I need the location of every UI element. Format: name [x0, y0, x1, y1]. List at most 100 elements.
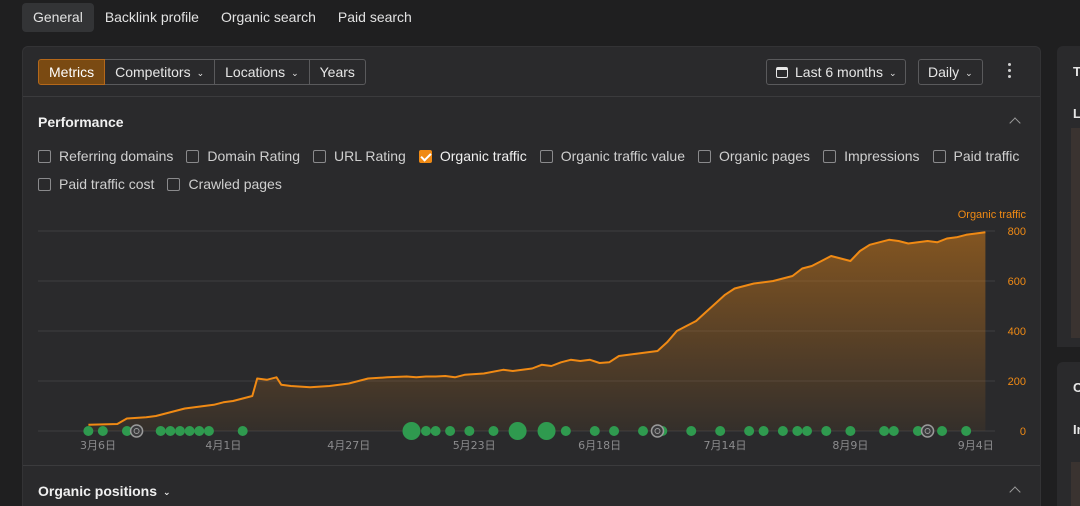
- y-tick-label: 200: [1008, 376, 1026, 388]
- annotation-marker-inner: [133, 428, 140, 434]
- checkbox-domain-rating[interactable]: Domain Rating: [186, 148, 300, 164]
- checkbox-referring-domains[interactable]: Referring domains: [38, 148, 173, 164]
- checkbox-label: Referring domains: [59, 148, 174, 164]
- chevron-down-icon: ⌄: [291, 68, 299, 78]
- chevron-down-icon: ⌄: [196, 68, 205, 78]
- event-dot: [686, 426, 697, 436]
- checkbox-label: Paid traffic: [953, 148, 1020, 164]
- tab-general[interactable]: General: [22, 3, 94, 32]
- checkbox-checked-icon[interactable]: [418, 149, 432, 163]
- x-tick-label: 8月9日: [832, 439, 868, 452]
- collapse-organic-positions-icon[interactable]: [1008, 483, 1022, 497]
- tab-paid-search[interactable]: Paid search: [337, 9, 412, 25]
- checkbox-unchecked-icon[interactable]: [38, 177, 51, 191]
- side-card-subtitle: In: [1073, 422, 1080, 437]
- y-tick-label: 0: [1020, 426, 1026, 438]
- event-dot: [589, 426, 600, 436]
- x-tick-label: 7月14日: [704, 439, 747, 452]
- event-dot: [715, 426, 726, 436]
- tab-backlink-profile[interactable]: Backlink profile: [104, 9, 199, 25]
- checkbox-crawled-pages[interactable]: Crawled pages: [167, 176, 282, 192]
- date-range-label: Last 6 months: [795, 64, 883, 80]
- event-dot: [445, 426, 456, 436]
- checkbox-organic-pages[interactable]: Organic pages: [698, 148, 810, 164]
- checkbox-organic-traffic[interactable]: Organic traffic: [418, 148, 527, 164]
- more-options-icon[interactable]: [1001, 63, 1017, 81]
- report-tabs: General Backlink profile Organic search Pai…: [22, 3, 423, 32]
- checkbox-paid-traffic-cost[interactable]: Paid traffic cost: [38, 176, 154, 192]
- event-dot: [121, 426, 132, 436]
- chevron-down-icon: ⌄: [965, 68, 973, 78]
- segment-competitors[interactable]: Competitors ⌄: [105, 59, 216, 85]
- event-dot: [912, 426, 923, 436]
- event-dot: [609, 426, 620, 436]
- checkbox-impressions[interactable]: Impressions: [823, 148, 920, 164]
- chevron-down-icon: ⌄: [163, 487, 171, 497]
- checkbox-label: URL Rating: [334, 148, 406, 164]
- side-card-top: T L: [1057, 46, 1080, 347]
- organic-positions-dropdown[interactable]: Organic positions ⌄: [38, 483, 171, 499]
- segment-locations[interactable]: Locations ⌄: [215, 59, 310, 85]
- checkbox-unchecked-icon[interactable]: [313, 149, 326, 163]
- granularity-button[interactable]: Daily ⌄: [918, 59, 983, 85]
- annotation-marker: [920, 424, 935, 438]
- side-card-subtitle: L: [1073, 106, 1080, 121]
- chevron-down-icon: ⌄: [888, 68, 897, 78]
- segment-label: Metrics: [49, 64, 95, 80]
- event-dot: [430, 426, 441, 436]
- event-dot: [165, 426, 176, 436]
- checkbox-unchecked-icon[interactable]: [932, 149, 946, 163]
- event-dot: [83, 426, 94, 436]
- granularity-label: Daily: [928, 64, 960, 80]
- date-range-button[interactable]: Last 6 months ⌄: [766, 59, 907, 85]
- event-dot: [402, 422, 421, 440]
- event-dot: [801, 426, 812, 436]
- checkbox-label: Paid traffic cost: [59, 176, 155, 192]
- event-dot: [184, 426, 195, 436]
- checkbox-unchecked-icon[interactable]: [539, 149, 553, 163]
- checkbox-unchecked-icon[interactable]: [186, 149, 200, 163]
- segment-label: Locations: [225, 64, 286, 80]
- event-dot: [777, 426, 788, 436]
- annotation-marker: [650, 424, 665, 438]
- x-tick-label: 4月1日: [205, 439, 241, 452]
- x-tick-label: 6月18日: [578, 439, 621, 452]
- checkbox-label: Impressions: [844, 148, 920, 164]
- organic-traffic-line: [88, 231, 986, 426]
- y-axis-title: Organic traffic: [958, 209, 1027, 221]
- event-dot: [194, 426, 205, 436]
- checkbox-label: Organic pages: [719, 148, 811, 164]
- checkbox-label: Crawled pages: [188, 176, 282, 192]
- x-tick-label: 5月23日: [453, 439, 496, 452]
- event-dot: [758, 426, 769, 436]
- checkbox-label: Organic traffic: [439, 148, 527, 164]
- segment-label: Years: [319, 64, 355, 80]
- event-dot: [420, 426, 431, 436]
- checkbox-unchecked-icon[interactable]: [823, 149, 837, 163]
- checkbox-paid-traffic[interactable]: Paid traffic: [932, 148, 1020, 164]
- checkbox-unchecked-icon[interactable]: [167, 177, 181, 191]
- side-card-bottom: C In: [1057, 362, 1080, 506]
- segment-label: Competitors: [115, 64, 191, 80]
- organic-positions-title: Organic positions: [38, 483, 158, 499]
- segment-metrics[interactable]: Metrics: [38, 59, 106, 85]
- checkbox-organic-traffic-value[interactable]: Organic traffic value: [539, 148, 685, 164]
- y-tick-label: 400: [1008, 326, 1026, 338]
- tab-organic-search[interactable]: Organic search: [220, 9, 316, 25]
- checkbox-unchecked-icon[interactable]: [38, 149, 51, 163]
- overview-card: Metrics Competitors ⌄ Locations ⌄ Years Last …: [22, 46, 1041, 506]
- annotation-marker-inner: [924, 428, 931, 434]
- segment-years[interactable]: Years: [309, 59, 366, 85]
- organic-traffic-chart: 0 200 400 600 800 Organic traffic 3月6日 4月1日 4月27…: [38, 209, 1027, 452]
- checkbox-url-rating[interactable]: URL Rating: [313, 148, 406, 164]
- view-segmented-control: Metrics Competitors ⌄ Locations ⌄ Years: [38, 59, 366, 85]
- annotation-marker: [129, 424, 144, 438]
- x-tick-label: 4月27日: [327, 439, 370, 452]
- event-dot: [560, 426, 571, 436]
- checkbox-unchecked-icon[interactable]: [698, 149, 711, 163]
- event-dot: [155, 426, 166, 436]
- event-dot: [174, 426, 185, 436]
- side-card-bar: [1071, 128, 1080, 338]
- event-dot: [638, 426, 649, 436]
- calendar-icon: [776, 67, 788, 78]
